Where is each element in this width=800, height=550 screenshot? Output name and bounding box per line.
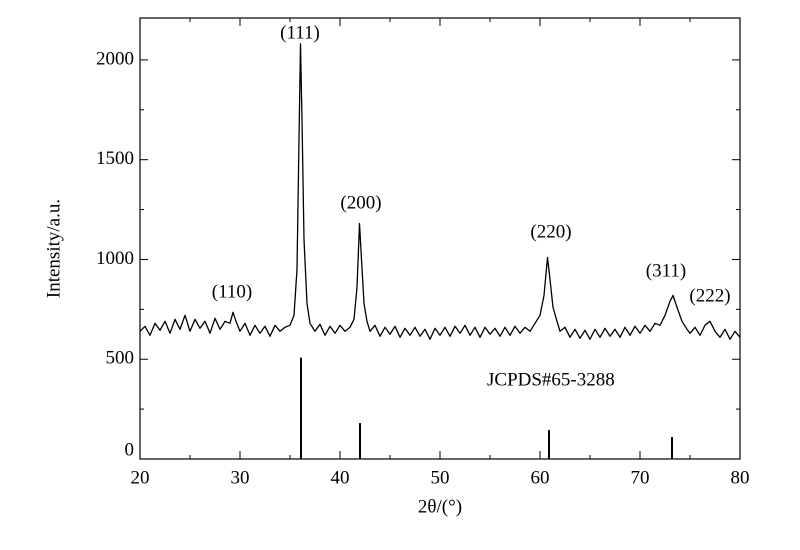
x-tick-label: 30 bbox=[231, 467, 250, 488]
peak-label: (222) bbox=[689, 285, 730, 306]
peak-label: (111) bbox=[280, 22, 320, 43]
y-tick-label: 1500 bbox=[96, 148, 134, 169]
x-tick-label: 50 bbox=[431, 467, 450, 488]
peak-label: (110) bbox=[212, 281, 252, 302]
x-tick-label: 80 bbox=[731, 467, 750, 488]
x-tick-label: 40 bbox=[331, 467, 350, 488]
y-tick-label: 2000 bbox=[96, 48, 134, 69]
xrd-pattern bbox=[139, 43, 741, 340]
y-tick-label: 500 bbox=[106, 348, 135, 369]
plot-frame bbox=[139, 17, 741, 460]
x-axis-label: 2θ/(°) bbox=[418, 496, 462, 517]
peak-label: (220) bbox=[530, 221, 571, 242]
y-axis-label: Intensity/a.u. bbox=[43, 199, 64, 298]
peak-label: (311) bbox=[646, 260, 686, 281]
y-tick-label: 1000 bbox=[96, 248, 134, 269]
x-tick-label: 70 bbox=[631, 467, 650, 488]
x-tick-label: 20 bbox=[131, 467, 150, 488]
y-tick-label: 0 bbox=[125, 439, 135, 460]
peak-label: (200) bbox=[340, 192, 381, 213]
x-tick-label: 60 bbox=[531, 467, 550, 488]
reference-label: JCPDS#65-3288 bbox=[487, 369, 615, 390]
